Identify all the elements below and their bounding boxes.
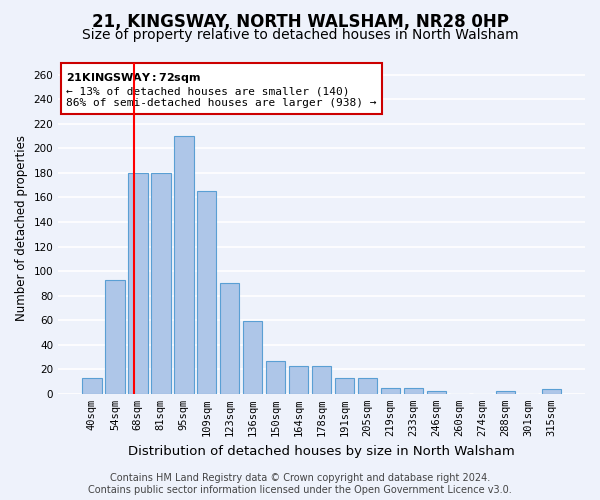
Bar [151, 173, 170, 394]
X-axis label: Distribution of detached houses by size in North Walsham: Distribution of detached houses by size … [128, 444, 515, 458]
Bar [335, 378, 355, 394]
Bar [82, 378, 101, 394]
Bar [128, 173, 148, 394]
Text: $\bf{21 KINGSWAY: 72sqm}$
← 13% of detached houses are smaller (140)
86% of semi: $\bf{21 KINGSWAY: 72sqm}$ ← 13% of detac… [66, 71, 377, 108]
Bar [312, 366, 331, 394]
Bar [496, 392, 515, 394]
Bar [174, 136, 194, 394]
Bar [427, 392, 446, 394]
Bar [220, 284, 239, 394]
Text: Contains HM Land Registry data © Crown copyright and database right 2024.
Contai: Contains HM Land Registry data © Crown c… [88, 474, 512, 495]
Text: Size of property relative to detached houses in North Walsham: Size of property relative to detached ho… [82, 28, 518, 42]
Y-axis label: Number of detached properties: Number of detached properties [15, 135, 28, 321]
Bar [105, 280, 125, 394]
Bar [542, 389, 561, 394]
Bar [197, 192, 217, 394]
Bar [266, 360, 286, 394]
Bar [289, 366, 308, 394]
Bar [381, 388, 400, 394]
Text: 21, KINGSWAY, NORTH WALSHAM, NR28 0HP: 21, KINGSWAY, NORTH WALSHAM, NR28 0HP [92, 12, 508, 30]
Bar [243, 322, 262, 394]
Bar [404, 388, 423, 394]
Bar [358, 378, 377, 394]
